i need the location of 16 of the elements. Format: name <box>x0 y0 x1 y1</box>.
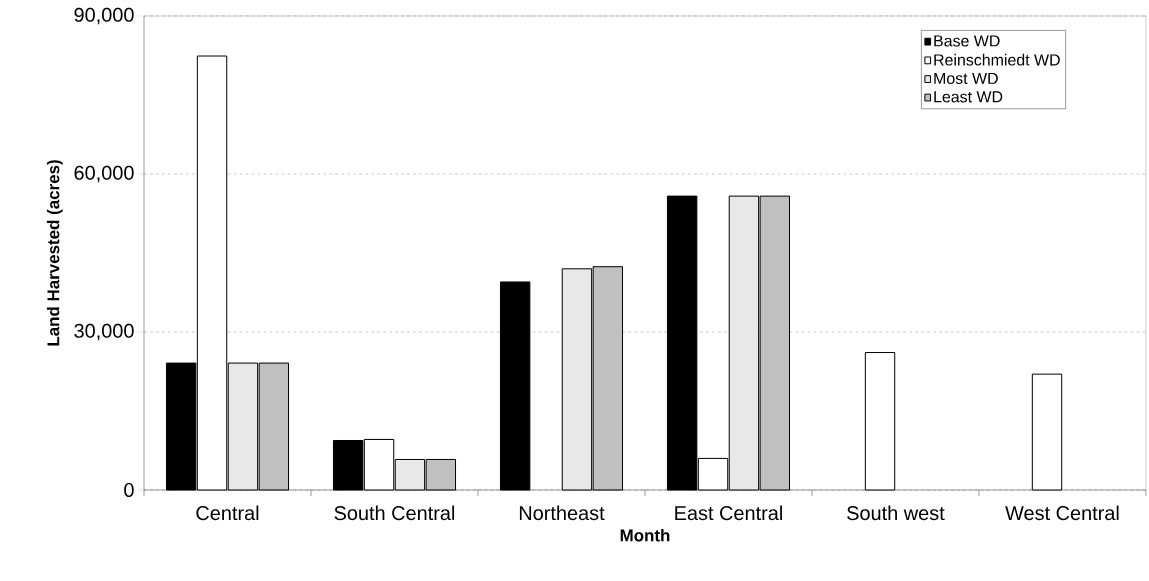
legend-label: Reinschmiedt WD <box>934 53 1060 66</box>
y-tick-label: 30,000 <box>74 323 134 341</box>
x-tick-label: South west <box>847 505 945 521</box>
y-tick-label: 0 <box>124 482 134 498</box>
legend-label: Least WD <box>934 91 1003 103</box>
x-tick-label: East Central <box>675 505 782 521</box>
legend-label: Most WD <box>934 72 998 84</box>
legend-label: Base WD <box>934 35 1000 47</box>
x-axis-title: Month <box>620 529 670 542</box>
y-tick-label: 90,000 <box>74 7 134 25</box>
x-tick-label: West Central <box>1005 505 1119 521</box>
y-axis-title: Land Harvested (acres) <box>46 160 63 346</box>
x-tick-label: Northeast <box>519 505 605 521</box>
x-tick-label: South Central <box>334 505 455 521</box>
x-tick-label: Central <box>196 505 259 521</box>
y-tick-label: 60,000 <box>74 165 134 183</box>
